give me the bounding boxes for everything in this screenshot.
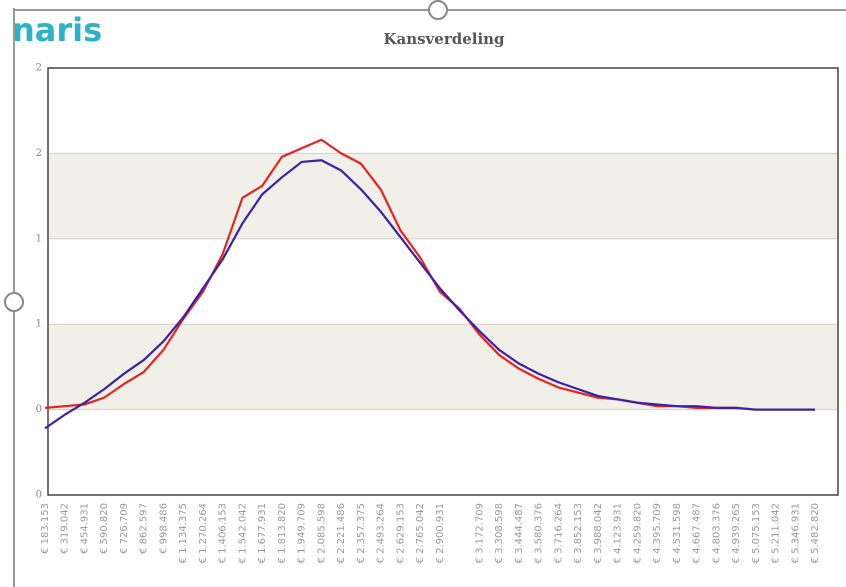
plot-frame bbox=[47, 67, 839, 496]
y-tick-label: 1 bbox=[36, 233, 42, 244]
x-tick-label: € 1.542.042 bbox=[237, 503, 248, 563]
series-line bbox=[44, 159, 815, 430]
x-tick-label: € 1.677.931 bbox=[257, 503, 268, 563]
x-tick-label: € 726.709 bbox=[119, 503, 130, 554]
x-tick-label: € 590.820 bbox=[99, 503, 110, 554]
chart-title: Kansverdeling bbox=[383, 30, 505, 48]
y-tick-label: 1 bbox=[36, 319, 42, 330]
x-tick-label: € 2.900.931 bbox=[435, 503, 446, 563]
grid-band bbox=[48, 153, 838, 239]
x-tick-label: € 998.486 bbox=[158, 503, 169, 554]
x-tick-label: € 3.308.598 bbox=[494, 503, 505, 563]
x-tick-label: € 4.803.376 bbox=[711, 503, 722, 563]
x-tick-label: € 454.931 bbox=[79, 503, 90, 554]
x-tick-label: € 4.667.487 bbox=[692, 503, 703, 563]
x-tick-label: € 1.813.820 bbox=[277, 503, 288, 563]
x-tick-label: € 2.357.375 bbox=[356, 503, 367, 563]
x-tick-label: € 2.629.153 bbox=[395, 503, 406, 563]
y-tick-label: 2 bbox=[36, 148, 42, 159]
x-tick-label: € 3.444.487 bbox=[514, 503, 525, 563]
x-tick-label: € 2.765.042 bbox=[415, 503, 426, 563]
x-tick-label: € 3.716.264 bbox=[553, 503, 564, 563]
x-tick-label: € 862.597 bbox=[139, 503, 150, 554]
x-tick-label: € 5.211.042 bbox=[771, 503, 782, 563]
grid-band bbox=[48, 324, 838, 410]
x-tick-label: € 5.075.153 bbox=[751, 503, 762, 563]
x-tick-label: € 1.406.153 bbox=[218, 503, 229, 563]
x-tick-label: € 2.221.486 bbox=[336, 503, 347, 563]
y-tick-label: 2 bbox=[36, 63, 42, 74]
x-tick-label: € 3.172.709 bbox=[474, 503, 485, 563]
x-tick-label: € 2.493.264 bbox=[376, 503, 387, 563]
x-tick-label: € 3.852.153 bbox=[573, 503, 584, 563]
x-tick-label: € 3.580.376 bbox=[534, 503, 545, 563]
y-tick-label: 0 bbox=[36, 490, 42, 501]
x-tick-label: € 1.134.375 bbox=[178, 503, 189, 563]
x-tick-label: € 5.346.931 bbox=[790, 503, 801, 563]
x-tick-label: € 4.531.598 bbox=[672, 503, 683, 563]
x-tick-label: € 4.123.931 bbox=[613, 503, 624, 563]
x-tick-label: € 1.270.264 bbox=[198, 503, 209, 563]
logo: naris bbox=[12, 11, 102, 49]
x-tick-label: € 183.153 bbox=[40, 503, 51, 554]
x-tick-label: € 1.949.709 bbox=[297, 503, 308, 563]
handle[interactable] bbox=[4, 292, 24, 312]
x-tick-label: € 4.259.820 bbox=[632, 503, 643, 563]
handle[interactable] bbox=[428, 0, 448, 20]
x-tick-label: € 2.085.598 bbox=[316, 503, 327, 563]
y-tick-label: 0 bbox=[36, 404, 42, 415]
x-tick-label: € 4.395.709 bbox=[652, 503, 663, 563]
x-tick-label: € 319.042 bbox=[60, 503, 71, 554]
x-tick-label: € 3.988.042 bbox=[593, 503, 604, 563]
x-tick-label: € 5.482.820 bbox=[810, 503, 821, 563]
x-tick-label: € 4.939.265 bbox=[731, 503, 742, 563]
